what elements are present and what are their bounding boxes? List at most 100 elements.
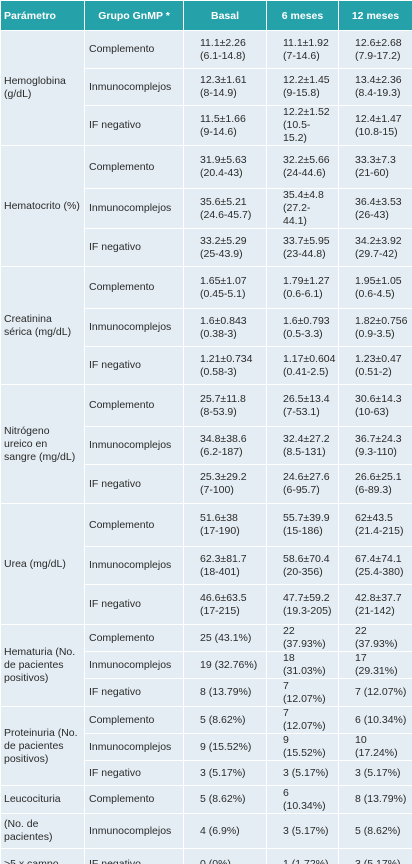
value-cell: 22 (37.93%) <box>338 624 412 652</box>
value-line: 12.4±1.47 <box>355 112 402 125</box>
value-cell: 4 (6.9%) <box>183 813 267 849</box>
value-line: 25.7±11.8 <box>200 392 246 405</box>
table-row: Inmunocomplejos 9 (15.52%) 9 (15.52%) 10 (1… <box>1 733 412 761</box>
value-line: (0.41-2.5) <box>283 365 329 378</box>
table-row: Inmunocomplejos 19 (32.76%) 18 (31.03%) 17 … <box>1 651 412 679</box>
table-row: Leucocituria Complemento 5 (8.62%) 6 (10.34… <box>0 785 412 814</box>
value-line: 1.82±0.756 <box>355 314 408 327</box>
group-cell: Inmunocomplejos <box>84 426 184 465</box>
value-line: 13.4±2.36 <box>355 74 402 86</box>
table-row: Urea (mg/dL) Complemento 51.6±38 (17-190) 55… <box>0 503 412 625</box>
table-row: IF negativo 46.6±63.5 (17-215) 47.7±59.2 (19… <box>1 584 412 625</box>
value-line: 1 (1.72%) <box>283 857 329 864</box>
group-cell: IF negativo <box>84 760 184 786</box>
value-cell: 1.95±1.05 (0.6-4.5) <box>338 266 412 309</box>
group-cell: IF negativo <box>84 678 184 707</box>
value-cell: 5 (8.62%) <box>338 813 412 849</box>
table-row: IF negativo 11.5±1.66 (9-14.6) 12.2±1.52 (10… <box>1 105 412 146</box>
value-line: (9-15.8) <box>283 87 320 99</box>
value-line: 11.5±1.66 <box>200 112 246 125</box>
value-line: 1.65±1.07 <box>200 274 247 287</box>
parameter-cell: Creatinina sérica (mg/dL) <box>0 266 85 385</box>
table-row: >5 x campo IF negativo 0 (0%) 1 (1.72%) 3 (5… <box>0 848 412 864</box>
value-cell: 25 (43.1%) <box>183 624 267 652</box>
group-cell: Inmunocomplejos <box>84 68 184 106</box>
value-line: 11.1±1.92 <box>283 36 329 49</box>
value-line: 35.6±5.21 <box>200 195 247 208</box>
value-cell: 8 (13.79%) <box>183 678 267 707</box>
value-line: 62±43.5 <box>355 512 393 524</box>
value-line: 3 (5.17%) <box>355 857 401 864</box>
group-cell: IF negativo <box>84 584 184 625</box>
value-cell: 34.2±3.92 (29.7-42) <box>338 228 412 267</box>
header-cell: 12 meses <box>338 0 412 31</box>
value-line: 12.2±1.52 <box>283 106 330 119</box>
value-cell: 1.6±0.793 (0.5-3.3) <box>266 308 339 347</box>
value-line: (6-95.7) <box>283 484 320 496</box>
value-line: (18-401) <box>200 565 240 578</box>
value-cell: 11.5±1.66 (9-14.6) <box>183 105 267 146</box>
value-line: (17-190) <box>200 525 240 537</box>
value-cell: 9 (15.52%) <box>266 733 339 761</box>
value-line: 18 (31.03%) <box>283 652 326 678</box>
parameter-cell: Urea (mg/dL) <box>0 503 85 625</box>
value-line: (29.7-42) <box>355 247 398 260</box>
value-line: 42.8±37.7 <box>355 591 402 604</box>
value-line: (20.4-43) <box>200 167 243 179</box>
value-line: (17-215) <box>200 604 240 617</box>
value-cell: 62±43.5 (21.4-215) <box>338 503 412 547</box>
value-cell: 25.3±29.2 (7-100) <box>183 464 267 504</box>
value-cell: 3 (5.17%) <box>338 848 412 864</box>
value-line: 22 (37.93%) <box>283 625 326 651</box>
value-line: 1.79±1.27 <box>283 274 330 287</box>
value-line: (27.2-44.1) <box>283 202 311 227</box>
group-cell: Complemento <box>84 266 184 309</box>
value-line: (0.45-5.1) <box>200 287 246 300</box>
value-cell: 12.6±2.68 (7.9-17.2) <box>338 30 412 69</box>
value-line: 5 (8.62%) <box>200 713 246 726</box>
value-line: 33.7±5.95 <box>283 234 330 247</box>
table-row: Inmunocomplejos 12.3±1.61 (8-14.9) 12.2±1.4… <box>1 68 412 106</box>
group-cell: Inmunocomplejos <box>84 188 184 229</box>
value-line: (0.38-3) <box>200 327 237 340</box>
value-line: (24-44.6) <box>283 167 326 179</box>
value-cell: 1.17±0.604 (0.41-2.5) <box>266 346 339 385</box>
value-cell: 31.9±5.63 (20.4-43) <box>183 145 267 189</box>
group-cell: Inmunocomplejos <box>84 308 184 347</box>
table-row: Hemoglobina (g/dL) Complemento 11.1±2.26 (6… <box>0 30 412 146</box>
table-row: (No. de pacientes) Inmunocomplejos 4 (6.9%… <box>0 813 412 849</box>
value-cell: 19 (32.76%) <box>183 651 267 679</box>
value-cell: 3 (5.17%) <box>183 760 267 786</box>
parameter-cell: Hemoglobina (g/dL) <box>0 30 85 146</box>
group-cell: IF negativo <box>84 346 184 385</box>
value-line: 47.7±59.2 <box>283 591 330 604</box>
value-line: 5 (8.62%) <box>355 824 401 837</box>
value-cell: 26.5±13.4 (7-53.1) <box>266 384 339 427</box>
value-line: 34.8±38.6 <box>200 432 247 445</box>
value-line: (9-14.6) <box>200 125 237 138</box>
value-line: (21-142) <box>355 604 395 617</box>
parameter-cell: Hematuria (No. de pacientes positivos) <box>0 624 85 707</box>
value-cell: 30.6±14.3 (10-63) <box>338 384 412 427</box>
value-line: 46.6±63.5 <box>200 591 247 604</box>
value-line: 1.95±1.05 <box>355 274 402 287</box>
value-line: (6.1-14.8) <box>200 49 246 62</box>
value-cell: 1.23±0.47 (0.51-2) <box>338 346 412 385</box>
value-line: 26.6±25.1 <box>355 471 402 483</box>
value-cell: 5 (8.62%) <box>183 706 267 734</box>
value-cell: 6 (10.34%) <box>338 706 412 734</box>
value-cell: 1.65±1.07 (0.45-5.1) <box>183 266 267 309</box>
value-cell: 32.4±27.2 (8.5-131) <box>266 426 339 465</box>
group-cell: Complemento <box>84 503 184 547</box>
value-cell: 3 (5.17%) <box>338 760 412 786</box>
header-cell: Parámetro <box>0 0 85 31</box>
value-cell: 67.4±74.1 (25.4-380) <box>338 546 412 585</box>
value-line: (8-14.9) <box>200 87 237 99</box>
table-row: Hematuria (No. de pacientes positivos) Co… <box>0 624 412 707</box>
value-line: 11.1±2.26 <box>200 36 246 49</box>
value-line: 3 (5.17%) <box>283 766 329 779</box>
table-row: Hematocrito (%) Complemento 31.9±5.63 (20.4… <box>0 145 412 267</box>
table-row: IF negativo 25.3±29.2 (7-100) 24.6±27.6 (6-9… <box>1 464 412 504</box>
group-cell: Complemento <box>84 785 184 814</box>
